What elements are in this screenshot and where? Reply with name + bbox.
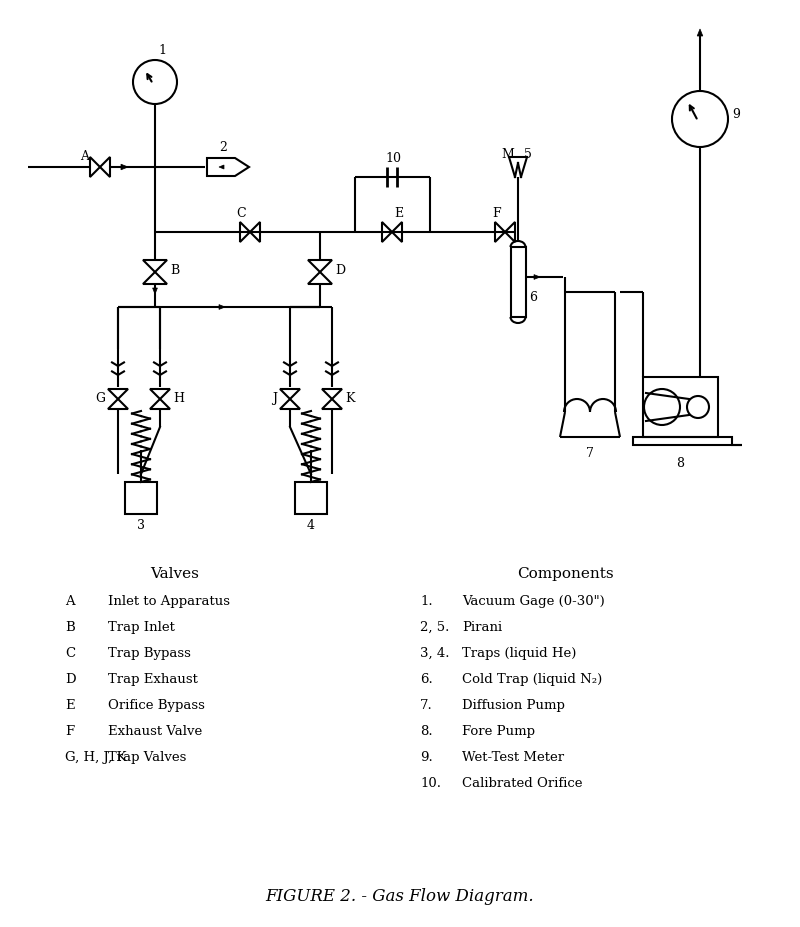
Text: C: C bbox=[236, 207, 246, 220]
Text: Diffusion Pump: Diffusion Pump bbox=[462, 699, 565, 712]
Text: Fore Pump: Fore Pump bbox=[462, 725, 535, 738]
Text: 8: 8 bbox=[676, 457, 684, 470]
Text: C: C bbox=[65, 647, 75, 660]
Text: 3, 4.: 3, 4. bbox=[420, 647, 450, 660]
Text: B: B bbox=[65, 621, 74, 634]
Text: Exhaust Valve: Exhaust Valve bbox=[108, 725, 202, 738]
Text: 5: 5 bbox=[524, 148, 532, 161]
Text: 2, 5.: 2, 5. bbox=[420, 621, 450, 634]
Text: E: E bbox=[394, 207, 403, 220]
Text: Components: Components bbox=[517, 567, 614, 581]
Text: M: M bbox=[502, 148, 514, 161]
Text: Vacuum Gage (0-30"): Vacuum Gage (0-30") bbox=[462, 595, 605, 608]
Text: D: D bbox=[335, 263, 345, 276]
Text: G, H, J, K: G, H, J, K bbox=[65, 751, 126, 764]
Text: J: J bbox=[272, 391, 277, 404]
Text: 3: 3 bbox=[137, 519, 145, 532]
Text: B: B bbox=[170, 263, 179, 276]
Text: K: K bbox=[345, 391, 354, 404]
Bar bbox=[125, 482, 157, 514]
Polygon shape bbox=[534, 274, 540, 279]
Polygon shape bbox=[219, 165, 224, 169]
Text: FIGURE 2. - Gas Flow Diagram.: FIGURE 2. - Gas Flow Diagram. bbox=[266, 888, 534, 905]
Text: 6.: 6. bbox=[420, 673, 433, 686]
Text: 10: 10 bbox=[385, 152, 401, 165]
Text: G: G bbox=[95, 391, 105, 404]
Text: 7: 7 bbox=[586, 447, 594, 460]
Polygon shape bbox=[121, 164, 128, 170]
Text: Pirani: Pirani bbox=[462, 621, 502, 634]
Polygon shape bbox=[219, 305, 225, 310]
Text: 2: 2 bbox=[219, 141, 227, 154]
Text: D: D bbox=[65, 673, 76, 686]
Text: F: F bbox=[65, 725, 74, 738]
Text: Cold Trap (liquid N₂): Cold Trap (liquid N₂) bbox=[462, 673, 602, 686]
Text: Trap Exhaust: Trap Exhaust bbox=[108, 673, 198, 686]
Text: 9: 9 bbox=[732, 108, 740, 121]
Text: Trap Valves: Trap Valves bbox=[108, 751, 186, 764]
Text: A: A bbox=[81, 150, 90, 163]
Bar bbox=[643, 377, 718, 437]
Text: 10.: 10. bbox=[420, 777, 441, 790]
Text: Wet-Test Meter: Wet-Test Meter bbox=[462, 751, 564, 764]
Text: Orifice Bypass: Orifice Bypass bbox=[108, 699, 205, 712]
Text: 1: 1 bbox=[158, 44, 166, 57]
Polygon shape bbox=[153, 288, 158, 294]
Text: Valves: Valves bbox=[150, 567, 199, 581]
Text: F: F bbox=[492, 207, 501, 220]
Polygon shape bbox=[698, 29, 702, 36]
Text: Trap Bypass: Trap Bypass bbox=[108, 647, 191, 660]
Text: 9.: 9. bbox=[420, 751, 433, 764]
Text: 6: 6 bbox=[529, 290, 537, 303]
Text: 8.: 8. bbox=[420, 725, 433, 738]
Text: 7.: 7. bbox=[420, 699, 433, 712]
Text: Inlet to Apparatus: Inlet to Apparatus bbox=[108, 595, 230, 608]
Text: A: A bbox=[65, 595, 74, 608]
Text: 4: 4 bbox=[307, 519, 315, 532]
Text: E: E bbox=[65, 699, 74, 712]
Text: Trap Inlet: Trap Inlet bbox=[108, 621, 175, 634]
Text: 1.: 1. bbox=[420, 595, 433, 608]
Text: Calibrated Orifice: Calibrated Orifice bbox=[462, 777, 582, 790]
Text: Traps (liquid He): Traps (liquid He) bbox=[462, 647, 576, 660]
Bar bbox=[295, 482, 327, 514]
Bar bbox=[511, 247, 526, 317]
Text: H: H bbox=[173, 391, 184, 404]
